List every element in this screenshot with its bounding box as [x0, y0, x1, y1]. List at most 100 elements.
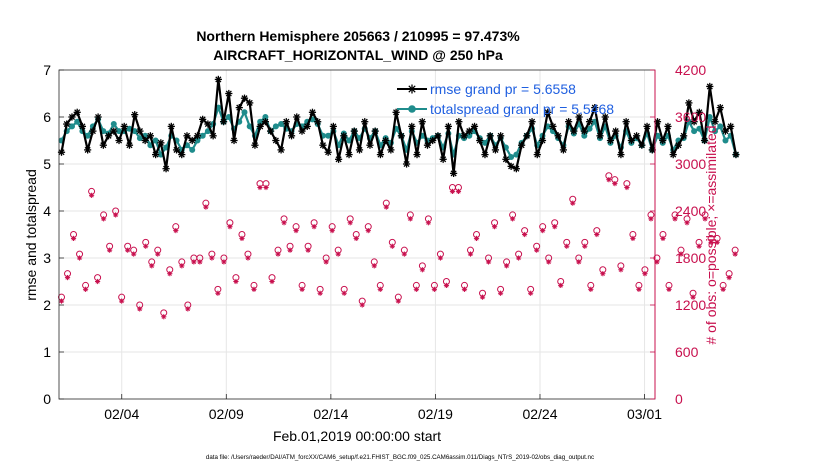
obs-assimilated-point [173, 227, 179, 234]
totalspread-point [116, 128, 123, 135]
rmse-point [78, 122, 87, 130]
rmse-point [627, 136, 635, 145]
obs-assimilated-point [353, 235, 359, 242]
totalspread-point [68, 123, 75, 130]
rmse-point [240, 94, 249, 102]
right-tick-label: 2400 [675, 203, 706, 219]
obs-assimilated-point [455, 188, 462, 195]
rmse-point [486, 132, 494, 140]
rmse-point [104, 132, 113, 140]
obs-assimilated-point [648, 216, 654, 222]
rmse-point [110, 127, 118, 135]
obs-assimilated-point [359, 302, 365, 308]
x-axis: 02/04 02/09 02/14 02/19 02/24 03/01 [104, 394, 662, 422]
obs-assimilated-point [413, 286, 419, 292]
obs-assimilated-point [197, 259, 203, 265]
rmse-point [408, 122, 416, 130]
rmse-point [460, 132, 468, 140]
x-axis-label: Feb.01,2019 00:00:00 start [273, 428, 441, 444]
obs-assimilated-point [522, 231, 528, 238]
rmse-point [402, 160, 411, 168]
obs-assimilated-point [275, 251, 281, 257]
chart-title: Northern Hemisphere 205663 / 210995 = 97… [196, 28, 520, 44]
rmse-point [523, 132, 531, 140]
obs-assimilated-point [251, 286, 257, 292]
rmse-point [68, 113, 76, 121]
rmse-point [230, 136, 238, 145]
obs-assimilated-point [564, 243, 570, 249]
right-tick-label: 1800 [675, 250, 706, 266]
obs-assimilated-point [726, 274, 732, 281]
rmse-point [638, 141, 646, 149]
legend-spread-label: totalspread grand pr = 5.5468 [430, 101, 614, 117]
left-tick-label: 2 [43, 297, 51, 313]
rmse-point [115, 136, 123, 145]
rmse-point [303, 122, 311, 130]
obs-assimilated-point [389, 243, 395, 249]
obs-assimilated-point [209, 255, 215, 261]
obs-assimilated-point [534, 247, 540, 253]
rmse-point [329, 122, 337, 130]
obs-assimilated-point [383, 204, 389, 210]
obs-assimilated-point [311, 224, 317, 230]
totalspread-point [685, 118, 692, 125]
rmse-point [444, 122, 452, 130]
rmse-point [596, 132, 604, 140]
totalspread-point [84, 132, 91, 139]
totalspread-point [722, 137, 729, 144]
rmse-point [434, 132, 442, 140]
obs-assimilated-point [329, 227, 335, 234]
rmse-point [387, 146, 395, 154]
rmse-point [413, 151, 421, 159]
left-tick-label: 3 [43, 250, 51, 266]
obs-assimilated-point [335, 251, 341, 257]
obs-assimilated-point [696, 243, 702, 249]
rmse-line [60, 78, 738, 175]
rmse-point [517, 141, 526, 149]
rmse-point [497, 132, 505, 140]
rmse-point [188, 136, 196, 145]
obs-assimilated-point [660, 235, 666, 242]
totalspread-point [241, 109, 248, 116]
obs-assimilated-point [510, 216, 516, 222]
rmse-point [99, 141, 107, 149]
rmse-point [423, 141, 432, 149]
rmse-point [376, 151, 385, 159]
rmse-point [392, 108, 400, 116]
obs-assimilated-point [101, 216, 107, 222]
rmse-point [465, 127, 473, 135]
rmse-point [361, 118, 369, 126]
obs-assimilated-point [287, 247, 293, 253]
obs-assimilated-point [167, 271, 173, 277]
obs-assimilated-point [419, 267, 425, 273]
rmse-point [334, 155, 343, 163]
left-tick-label: 6 [43, 109, 51, 125]
rmse-point [324, 148, 332, 156]
totalspread-point [346, 137, 353, 144]
totalspread-point [136, 135, 143, 142]
obs-assimilated-point [239, 235, 245, 242]
obs-assimilated-point [305, 247, 311, 253]
rmse-point [251, 141, 259, 149]
x-tick-label: 02/24 [522, 406, 557, 422]
totalspread-point [513, 151, 520, 158]
totalspread-point [712, 128, 719, 135]
obs-assimilated-point [70, 235, 77, 242]
rmse-point [481, 151, 489, 159]
rmse-point [314, 118, 322, 126]
obs-assimilated-point [666, 286, 672, 292]
rmse-point [366, 141, 374, 149]
legend-spread-marker [408, 105, 416, 113]
rmse-point [225, 89, 233, 98]
obs-assimilated-point [570, 200, 576, 206]
totalspread-point [194, 137, 201, 144]
totalspread-point [189, 146, 196, 153]
totalspread-point [691, 128, 698, 135]
rmse-point [178, 151, 186, 159]
rmse-point [219, 118, 228, 126]
chart-subtitle: AIRCRAFT_HORIZONTAL_WIND @ 250 hPa [213, 47, 503, 63]
obs-assimilated-point [431, 286, 438, 292]
rmse-point [340, 132, 348, 140]
rmse-point [439, 155, 447, 163]
obs-assimilated-point [491, 224, 498, 230]
